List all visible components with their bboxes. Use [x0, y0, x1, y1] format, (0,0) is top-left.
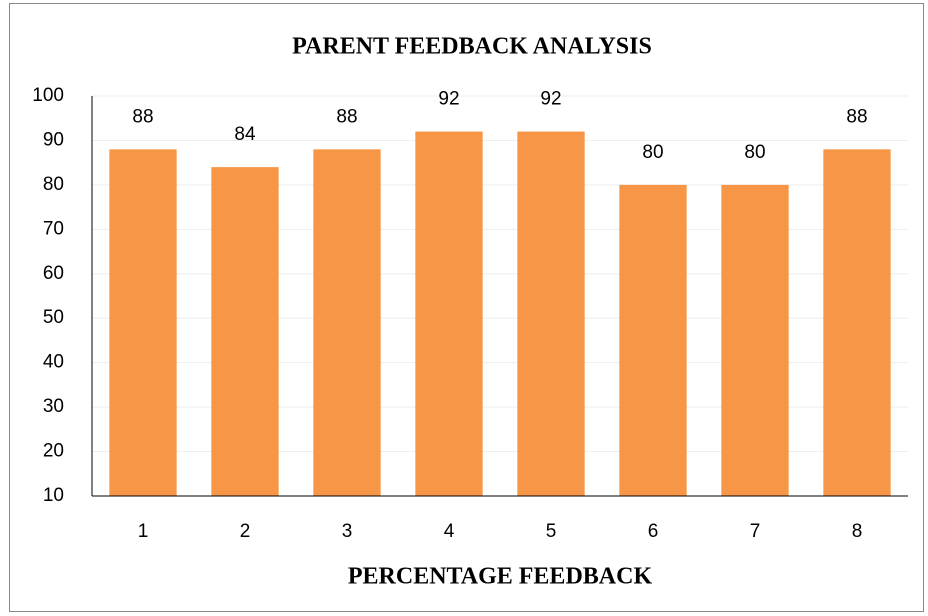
bar — [415, 131, 483, 497]
bar — [823, 149, 891, 497]
x-tick-label: 6 — [648, 521, 659, 542]
x-tick-label: 1 — [138, 521, 149, 542]
bar — [211, 167, 279, 496]
chart-title: PARENT FEEDBACK ANALYSIS — [292, 34, 652, 60]
data-label: 88 — [132, 106, 153, 127]
data-label: 84 — [234, 124, 256, 145]
y-tick-label: 50 — [43, 307, 64, 328]
x-axis-label: PERCENTAGE FEEDBACK — [348, 564, 653, 590]
bar — [619, 184, 687, 496]
x-tick-label: 4 — [444, 521, 455, 542]
data-label: 88 — [846, 106, 867, 127]
data-label: 80 — [642, 142, 663, 163]
x-tick-label: 3 — [342, 521, 353, 542]
x-tick-label: 7 — [750, 521, 761, 542]
bar — [721, 184, 789, 496]
x-tick-label: 2 — [240, 521, 251, 542]
data-label: 92 — [438, 89, 459, 110]
bar — [109, 149, 177, 497]
x-tick-label: 8 — [852, 521, 863, 542]
y-tick-label: 100 — [32, 85, 64, 106]
data-label: 92 — [540, 89, 561, 110]
bar — [517, 131, 585, 497]
y-tick-label: 30 — [43, 396, 64, 417]
data-label: 80 — [744, 142, 765, 163]
y-tick-label: 60 — [43, 263, 64, 284]
bar — [313, 149, 381, 497]
y-tick-label: 10 — [43, 485, 64, 506]
data-label: 88 — [336, 106, 357, 127]
x-tick-label: 5 — [546, 521, 557, 542]
y-tick-label: 20 — [43, 441, 64, 462]
y-tick-label: 80 — [43, 174, 64, 195]
y-tick-label: 70 — [43, 218, 64, 239]
y-tick-label: 40 — [43, 352, 64, 373]
y-tick-label: 90 — [43, 129, 64, 150]
